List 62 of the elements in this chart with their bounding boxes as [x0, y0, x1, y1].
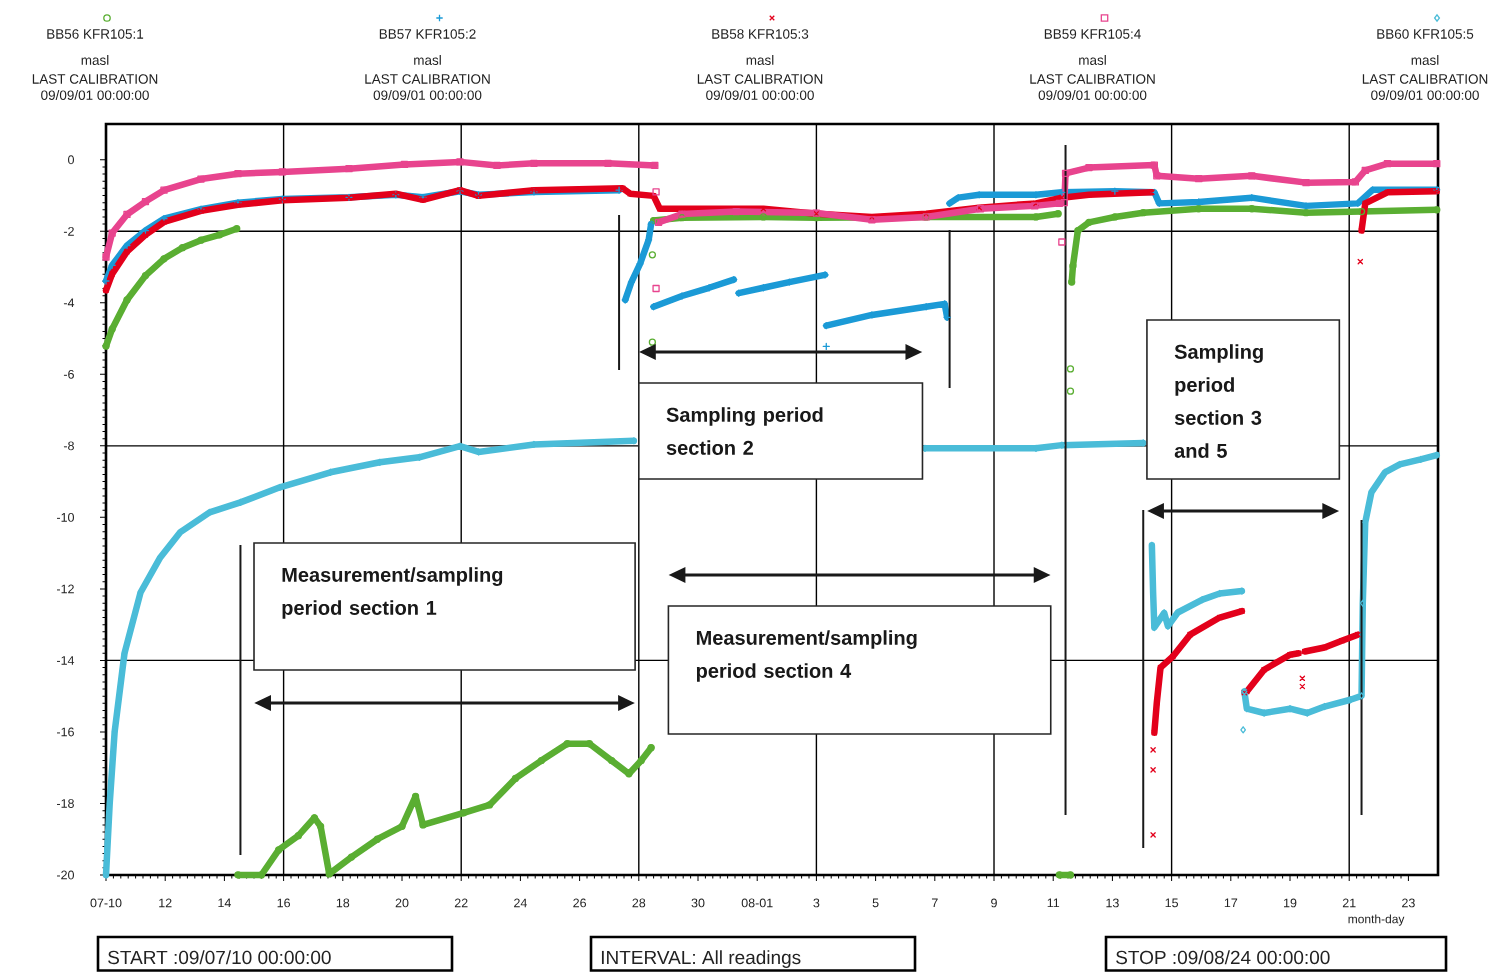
x-tick-label: 13	[1106, 898, 1119, 908]
text: 09/09/01 00:00:00	[41, 90, 149, 100]
x-tick-label: 9	[991, 898, 997, 908]
x-tick-label: 08-01	[741, 898, 773, 908]
x-tick-label: 20	[395, 898, 409, 908]
legend-label: BB57 KFR105:2	[379, 29, 476, 39]
x-tick-label: 28	[632, 898, 646, 908]
x-axis-title: month-day	[1348, 914, 1405, 926]
y-tick-label: -16	[56, 727, 74, 737]
x-tick-label: 5	[872, 898, 879, 908]
y-tick-label: -20	[56, 870, 74, 880]
band-label: Sampling period section 3 and 5	[1174, 344, 1263, 458]
x-tick-label: 17	[1224, 898, 1238, 908]
legend-label: BB58 KFR105:3	[712, 29, 809, 39]
x-tick-label: 14	[218, 898, 231, 908]
text: masl	[81, 55, 109, 65]
y-tick-label: -2	[63, 226, 74, 236]
band-label: Measurement/sampling period section 1	[282, 567, 503, 619]
legend-label: BB60 KFR105:5	[1377, 29, 1474, 39]
x-tick-label: 12	[159, 898, 172, 908]
x-tick-label: 21	[1342, 898, 1356, 908]
text: START :09/07/10 00:00:00	[108, 950, 331, 965]
y-tick-label: -14	[56, 656, 75, 665]
x-tick-label: 07-10	[90, 898, 122, 908]
text: masl	[1411, 55, 1439, 65]
x-tick-label: 22	[454, 898, 468, 908]
x-tick-label: 15	[1165, 898, 1179, 908]
y-tick-label: -12	[56, 584, 74, 594]
text: LAST CALIBRATION	[1030, 74, 1155, 84]
x-tick-label: 26	[573, 898, 587, 908]
x-tick-label: 30	[691, 898, 705, 908]
legend-label: BB59 KFR105:4	[1044, 29, 1141, 39]
text: 09/09/01 00:00:00	[373, 90, 482, 100]
x-tick-label: 19	[1284, 898, 1297, 908]
text: LAST CALIBRATION	[365, 74, 490, 84]
y-tick-label: -4	[63, 298, 75, 308]
text: STOP :09/08/24 00:00:00	[1116, 950, 1330, 965]
text: 09/09/01 00:00:00	[1371, 90, 1479, 100]
y-tick-label: -8	[63, 441, 74, 451]
text: LAST CALIBRATION	[697, 74, 823, 84]
x-tick-label: 7	[931, 898, 938, 908]
text: masl	[1079, 55, 1106, 65]
text: LAST CALIBRATION	[32, 74, 158, 84]
x-tick-label: 16	[277, 898, 291, 908]
y-tick-label: -10	[56, 512, 74, 522]
band-label: Measurement/sampling period section 4	[696, 630, 917, 682]
y-tick-label: -6	[63, 369, 74, 379]
x-tick-label: 18	[336, 898, 350, 908]
y-tick-label: 0	[68, 155, 74, 165]
text: LAST CALIBRATION	[1362, 74, 1488, 84]
text: masl	[746, 55, 774, 65]
x-tick-label: 3	[813, 898, 820, 908]
text: masl	[414, 55, 441, 65]
x-tick-label: 23	[1402, 898, 1415, 908]
y-tick-label: -18	[56, 799, 74, 808]
text: INTERVAL: All readings	[601, 950, 801, 968]
text: 09/09/01 00:00:00	[1038, 90, 1147, 100]
band-label: Sampling period section 2	[666, 407, 823, 455]
x-tick-label: 24	[514, 898, 527, 908]
x-tick-label: 11	[1047, 898, 1060, 908]
legend-label: BB56 KFR105:1	[47, 29, 144, 39]
text: 09/09/01 00:00:00	[706, 90, 814, 100]
